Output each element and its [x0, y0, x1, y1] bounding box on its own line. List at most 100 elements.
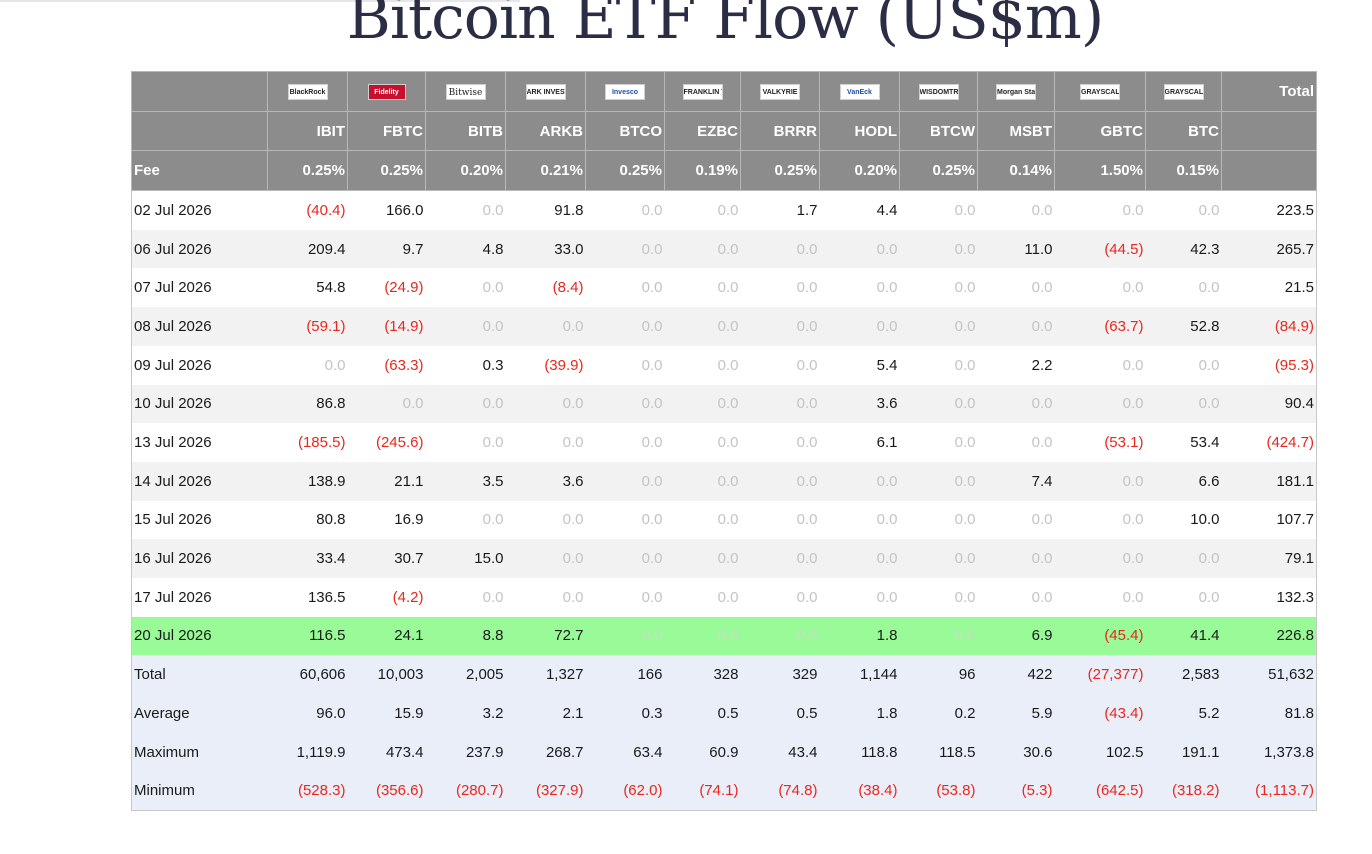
flow-cell: 0.0 — [899, 345, 978, 385]
issuer-logo-cell: VanEck — [819, 71, 900, 112]
flow-cell: 6.6 — [1145, 461, 1222, 501]
table-row: 14 Jul 2026 138.9 21.1 3.5 3.6 0.0 0.0 0.0 0.0 0.… — [131, 461, 1317, 501]
issuer-logo: Morgan Stanley — [996, 83, 1036, 100]
table-row: 09 Jul 2026 0.0 (63.3) 0.3 (39.9) 0.0 0.0 0.0 5.… — [131, 345, 1317, 385]
flow-cell: 0.0 — [664, 500, 741, 540]
flow-cell: 0.0 — [664, 616, 741, 656]
issuer-logo: VALKYRIE — [760, 83, 800, 100]
flow-cell: 0.0 — [664, 229, 741, 269]
issuer-logo-cell: GRAYSCALE — [1145, 71, 1222, 112]
fee-label: Fee — [131, 150, 268, 192]
row-total: (95.3) — [1221, 345, 1317, 385]
issuer-logo-cell: BlackRock — [267, 71, 348, 112]
flow-cell: 0.0 — [977, 190, 1055, 230]
issuer-logo-cell: Invesco — [585, 71, 665, 112]
row-date: 06 Jul 2026 — [131, 229, 268, 269]
fee-total — [1221, 150, 1317, 192]
flow-cell: 7.4 — [977, 461, 1055, 501]
stat-cell: 10,003 — [347, 655, 426, 694]
row-date: 08 Jul 2026 — [131, 307, 268, 346]
issuer-logo: GRAYSCALE — [1080, 83, 1120, 100]
stat-label: Average — [131, 694, 268, 733]
issuer-logo-cell: Fidelity — [347, 71, 426, 112]
table-row: 07 Jul 2026 54.8 (24.9) 0.0 (8.4) 0.0 0.0 0.0 0.… — [131, 268, 1317, 308]
flow-cell: 16.9 — [347, 500, 426, 540]
flow-cell: (63.3) — [347, 345, 426, 385]
flow-cell: 0.0 — [977, 500, 1055, 540]
fee-value: 0.25% — [740, 150, 820, 192]
flow-cell: 0.0 — [585, 345, 665, 385]
flow-cell: 11.0 — [977, 229, 1055, 269]
row-date: 02 Jul 2026 — [131, 190, 268, 230]
stat-cell: (327.9) — [505, 771, 586, 811]
flow-cell: 0.0 — [267, 345, 348, 385]
flow-cell: 0.0 — [1054, 384, 1146, 424]
flow-cell: 0.0 — [585, 616, 665, 656]
flow-cell: 0.0 — [740, 500, 820, 540]
flow-cell: 138.9 — [267, 461, 348, 501]
flow-cell: 0.0 — [1054, 500, 1146, 540]
stat-cell: 473.4 — [347, 732, 426, 772]
fee-value: 0.25% — [267, 150, 348, 192]
flow-cell: 0.0 — [740, 577, 820, 617]
row-date: 09 Jul 2026 — [131, 345, 268, 385]
fee-value: 0.19% — [664, 150, 741, 192]
ticker-header: FBTC — [347, 110, 426, 152]
stat-cell: 60.9 — [664, 732, 741, 772]
issuer-logo: GRAYSCALE — [1163, 83, 1204, 100]
flow-cell: 0.0 — [819, 539, 900, 578]
stat-cell: (642.5) — [1054, 771, 1146, 811]
flow-cell: 0.0 — [425, 423, 506, 462]
table-row: 16 Jul 2026 33.4 30.7 15.0 0.0 0.0 0.0 0.0 0.0 0.… — [131, 539, 1317, 578]
flow-cell: 3.6 — [819, 384, 900, 424]
flow-cell: 0.0 — [819, 229, 900, 269]
flow-cell: 0.0 — [347, 384, 426, 424]
flow-cell: (53.1) — [1054, 423, 1146, 462]
flow-cell: (45.4) — [1054, 616, 1146, 656]
ticker-header: BRRR — [740, 110, 820, 152]
flow-cell: 53.4 — [1145, 423, 1222, 462]
flow-cell: 0.0 — [899, 539, 978, 578]
ticker-header: ARKB — [505, 110, 586, 152]
issuer-logo-cell: Bitwise — [425, 71, 506, 112]
flow-cell: 0.0 — [899, 384, 978, 424]
flow-cell: 0.0 — [819, 268, 900, 308]
flow-cell: 3.6 — [505, 461, 586, 501]
flow-cell: 0.0 — [977, 307, 1055, 346]
stat-cell: (43.4) — [1054, 694, 1146, 733]
flow-cell: 209.4 — [267, 229, 348, 269]
stat-cell: (53.8) — [899, 771, 978, 811]
etf-flow-table: BlackRock Fidelity Bitwise ARK INVEST Invesc… — [131, 71, 1317, 812]
table-row: 17 Jul 2026 136.5 (4.2) 0.0 0.0 0.0 0.0 0.0 0.0 0… — [131, 577, 1317, 617]
flow-cell: 0.0 — [585, 577, 665, 617]
row-total: (424.7) — [1221, 423, 1317, 462]
flow-cell: 0.0 — [899, 423, 978, 462]
stat-cell: (318.2) — [1145, 771, 1222, 811]
ticker-header: BTCO — [585, 110, 665, 152]
stat-total: (1,113.7) — [1221, 771, 1317, 811]
flow-cell: 0.0 — [1054, 539, 1146, 578]
total-column-header: Total — [1221, 71, 1317, 112]
stat-cell: 5.9 — [977, 694, 1055, 733]
fee-value: 0.25% — [347, 150, 426, 192]
flow-cell: 72.7 — [505, 616, 586, 656]
stat-cell: 102.5 — [1054, 732, 1146, 772]
stat-cell: 2,583 — [1145, 655, 1222, 694]
flow-cell: 33.0 — [505, 229, 586, 269]
table-row: 15 Jul 2026 80.8 16.9 0.0 0.0 0.0 0.0 0.0 0.0 0.0… — [131, 500, 1317, 540]
flow-cell: 0.0 — [899, 268, 978, 308]
flow-cell: 0.0 — [1054, 345, 1146, 385]
flow-cell: 4.8 — [425, 229, 506, 269]
flow-cell: 80.8 — [267, 500, 348, 540]
flow-cell: 0.0 — [505, 384, 586, 424]
row-date: 13 Jul 2026 — [131, 423, 268, 462]
flow-cell: (59.1) — [267, 307, 348, 346]
flow-cell: 0.0 — [740, 461, 820, 501]
issuer-logo: WISDOMTREE — [918, 83, 959, 100]
ticker-header: GBTC — [1054, 110, 1146, 152]
table-row: 13 Jul 2026 (185.5) (245.6) 0.0 0.0 0.0 0.0 0.0… — [131, 423, 1317, 462]
issuer-logo: VanEck — [839, 83, 880, 100]
flow-cell: 0.0 — [425, 268, 506, 308]
flow-cell: 0.0 — [664, 190, 741, 230]
issuer-logo: Invesco — [605, 83, 645, 100]
